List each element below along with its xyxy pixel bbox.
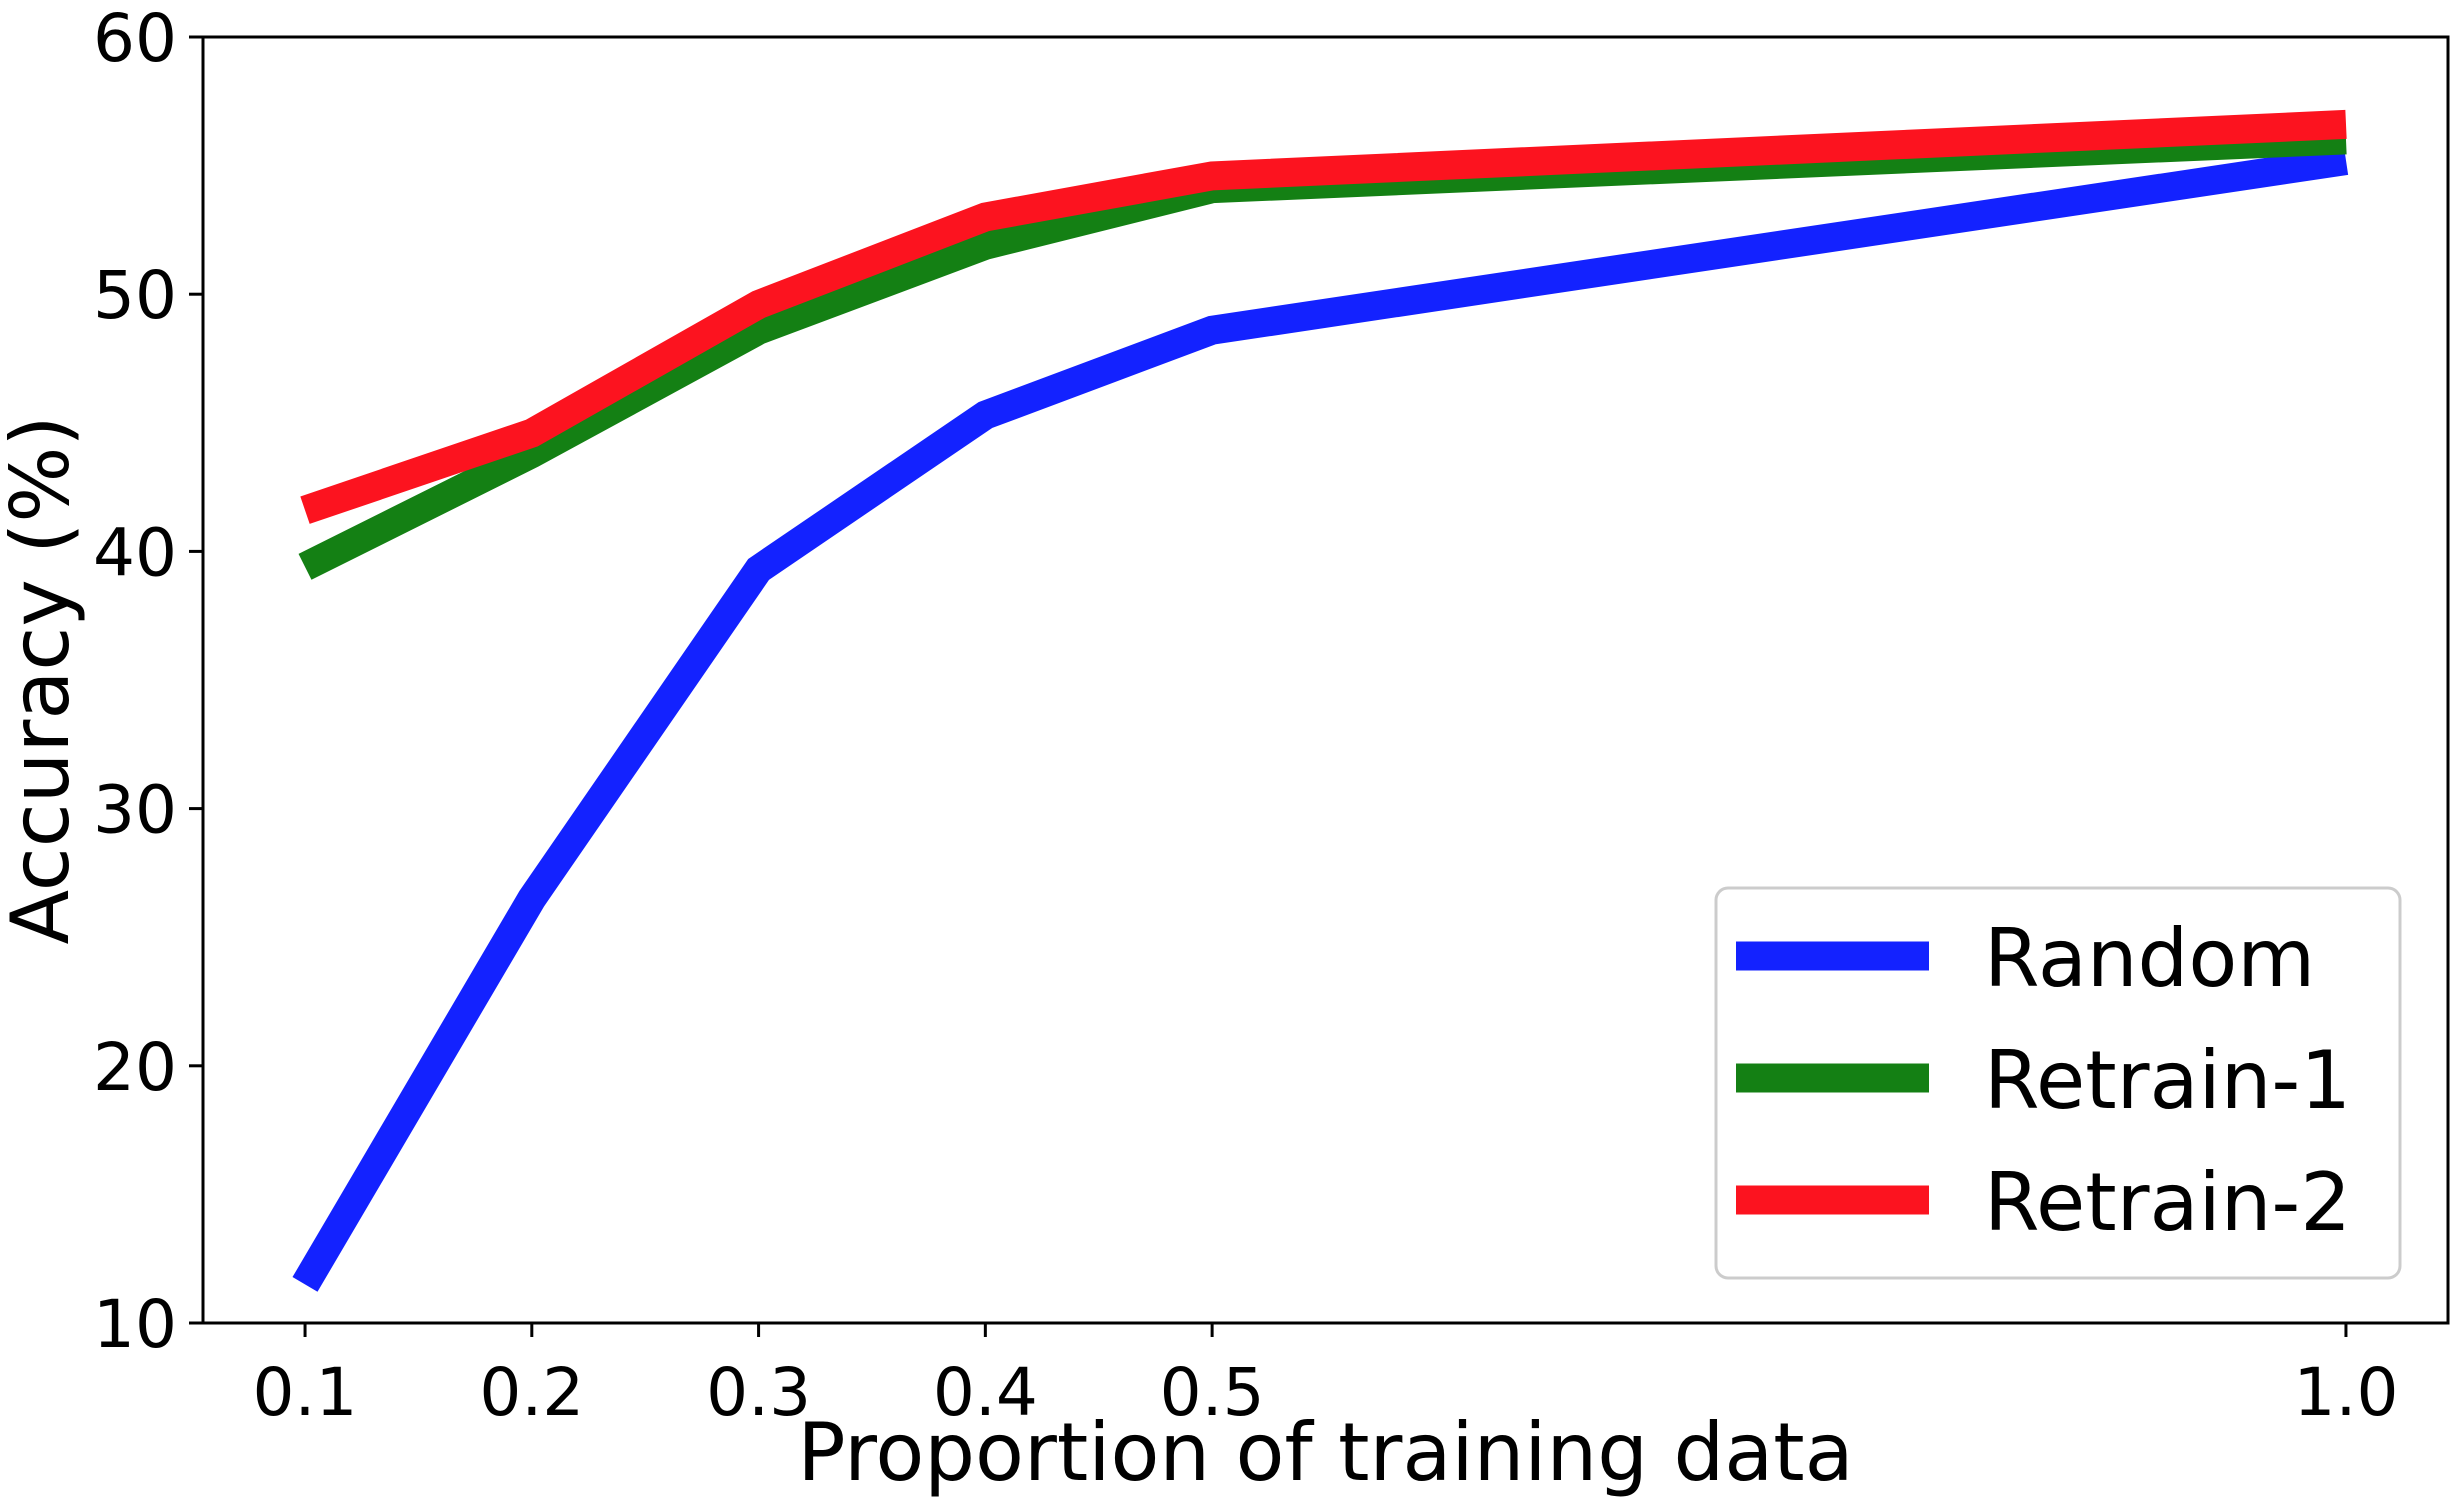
series-layer bbox=[292, 109, 2349, 1292]
y-tick-label: 50 bbox=[93, 257, 177, 334]
y-axis-label: Accuracy (%) bbox=[0, 415, 87, 944]
x-tick-label: 0.1 bbox=[253, 1354, 358, 1431]
legend-box bbox=[1714, 886, 2402, 1280]
y-tick-label: 10 bbox=[93, 1286, 177, 1363]
x-tick-label: 1.0 bbox=[2293, 1354, 2398, 1431]
x-tick-label: 0.5 bbox=[1160, 1354, 1265, 1431]
legend-label-retrain-1: Retrain-1 bbox=[1984, 1034, 2351, 1127]
x-axis-label: Proportion of training data bbox=[797, 1406, 1853, 1498]
plot-frame bbox=[201, 35, 2450, 1325]
y-tick-label: 40 bbox=[93, 514, 177, 591]
legend-label-random: Random bbox=[1984, 912, 2315, 1005]
legend-label-retrain-2: Retrain-2 bbox=[1984, 1156, 2351, 1249]
x-tick-label: 0.4 bbox=[933, 1354, 1038, 1431]
y-tick-label: 30 bbox=[93, 772, 177, 849]
y-axis-ticks: 10 20 30 40 50 60 bbox=[93, 0, 203, 1363]
series-line-random bbox=[292, 146, 2349, 1292]
legend: Random Retrain-1 Retrain-2 bbox=[1714, 886, 2402, 1280]
x-tick-label: 0.2 bbox=[479, 1354, 584, 1431]
y-tick-label: 20 bbox=[93, 1029, 177, 1106]
x-tick-label: 0.3 bbox=[706, 1354, 811, 1431]
x-axis-ticks: 0.1 0.2 0.3 0.4 0.5 1.0 bbox=[253, 1323, 2398, 1431]
series-line-retrain-2 bbox=[300, 109, 2347, 524]
y-tick-label: 60 bbox=[93, 0, 177, 77]
